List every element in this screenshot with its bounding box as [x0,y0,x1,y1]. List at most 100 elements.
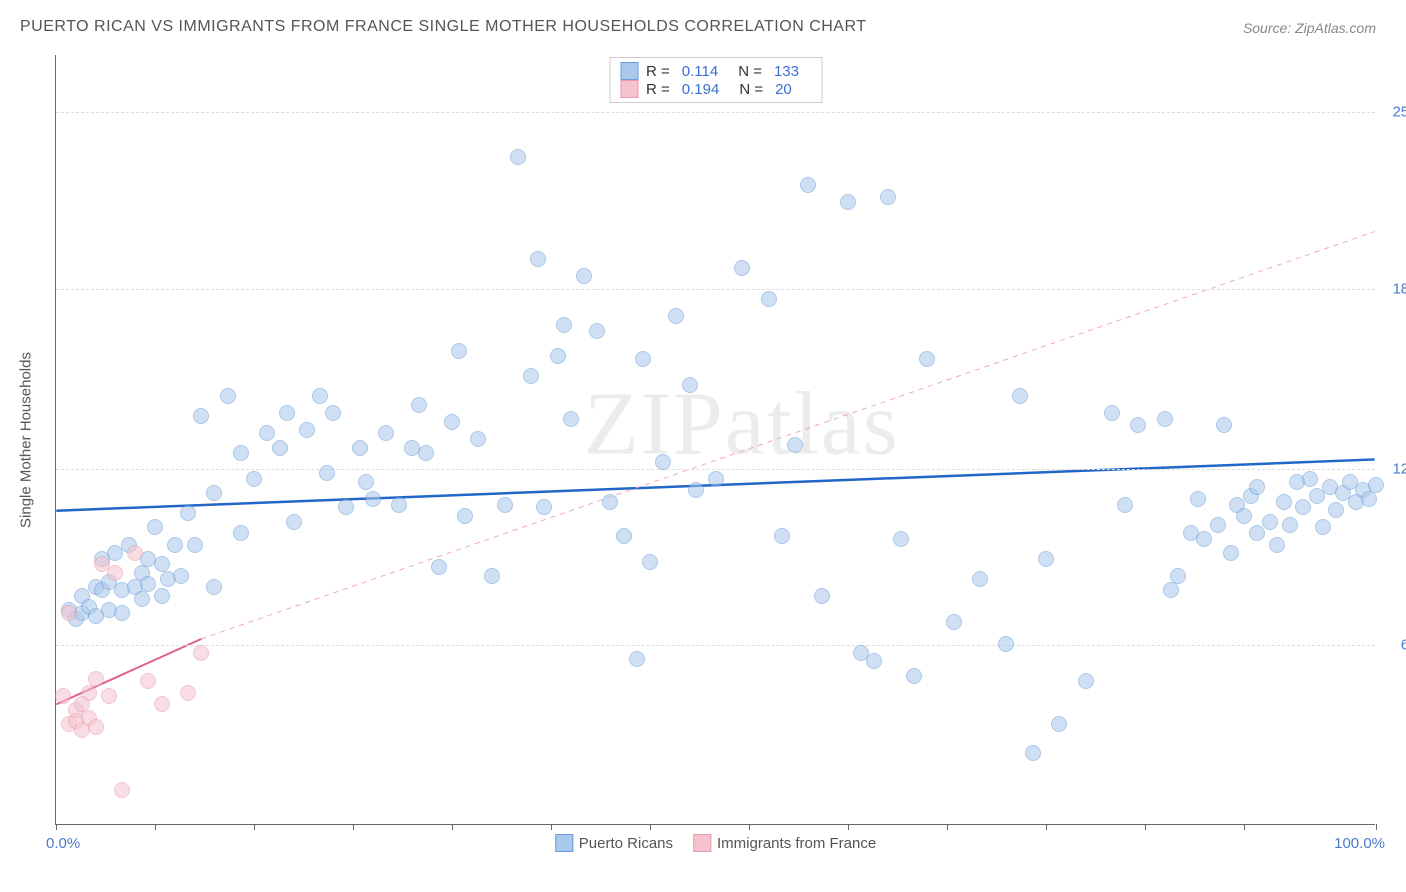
data-point [1196,531,1212,547]
data-point [734,260,750,276]
gridline [56,112,1375,113]
data-point [180,685,196,701]
data-point [220,388,236,404]
data-point [81,685,97,701]
data-point [134,591,150,607]
data-point [682,377,698,393]
data-point [616,528,632,544]
data-point [774,528,790,544]
data-point [246,471,262,487]
x-tick [749,824,750,830]
data-point [1249,479,1265,495]
data-point [391,497,407,513]
data-point [358,474,374,490]
data-point [206,485,222,501]
legend-row-1: R =0.194 N =20 [620,80,811,98]
data-point [1262,514,1278,530]
data-point [114,782,130,798]
data-point [193,408,209,424]
data-point [411,397,427,413]
data-point [589,323,605,339]
x-tick [947,824,948,830]
data-point [523,368,539,384]
data-point [688,482,704,498]
data-point [206,579,222,595]
data-point [972,571,988,587]
data-point [1269,537,1285,553]
data-point [655,454,671,470]
data-point [1302,471,1318,487]
data-point [88,719,104,735]
data-point [893,531,909,547]
data-point [352,440,368,456]
data-point [378,425,394,441]
data-point [1038,551,1054,567]
data-point [173,568,189,584]
x-min-label: 0.0% [46,835,80,852]
data-point [127,545,143,561]
data-point [1282,517,1298,533]
data-point [259,425,275,441]
data-point [319,465,335,481]
data-point [510,149,526,165]
data-point [312,388,328,404]
data-point [576,268,592,284]
data-point [1130,417,1146,433]
data-point [602,494,618,510]
x-tick [1046,824,1047,830]
x-tick [353,824,354,830]
data-point [147,519,163,535]
legend-stats: R =0.114 N =133 R =0.194 N =20 [609,57,822,103]
data-point [919,351,935,367]
data-point [286,514,302,530]
data-point [1216,417,1232,433]
data-point [1117,497,1133,513]
data-point [556,317,572,333]
data-point [708,471,724,487]
data-point [365,491,381,507]
data-point [550,348,566,364]
data-point [536,499,552,515]
data-point [107,565,123,581]
y-tick-label: 25.0% [1392,104,1406,121]
legend-item-0: Puerto Ricans [555,834,673,852]
x-tick [56,824,57,830]
data-point [325,405,341,421]
x-tick [848,824,849,830]
data-point [431,559,447,575]
data-point [61,605,77,621]
data-point [1368,477,1384,493]
data-point [1170,568,1186,584]
legend-swatch-1 [620,80,638,98]
data-point [1295,499,1311,515]
trend-lines [56,55,1375,824]
data-point [530,251,546,267]
x-tick [452,824,453,830]
data-point [140,673,156,689]
x-max-label: 100.0% [1334,835,1385,852]
data-point [642,554,658,570]
legend-row-0: R =0.114 N =133 [620,62,811,80]
data-point [1190,491,1206,507]
data-point [444,414,460,430]
data-point [880,189,896,205]
data-point [1361,491,1377,507]
data-point [1210,517,1226,533]
data-point [187,537,203,553]
x-tick [1244,824,1245,830]
data-point [1276,494,1292,510]
data-point [635,351,651,367]
data-point [497,497,513,513]
y-tick-label: 12.5% [1392,460,1406,477]
data-point [484,568,500,584]
legend-series: Puerto Ricans Immigrants from France [555,834,876,852]
data-point [1249,525,1265,541]
y-tick-label: 18.8% [1392,280,1406,297]
data-point [114,605,130,621]
legend-item-1: Immigrants from France [693,834,876,852]
data-point [1236,508,1252,524]
data-point [1157,411,1173,427]
data-point [55,688,71,704]
data-point [101,688,117,704]
correlation-chart: PUERTO RICAN VS IMMIGRANTS FROM FRANCE S… [10,10,1396,882]
